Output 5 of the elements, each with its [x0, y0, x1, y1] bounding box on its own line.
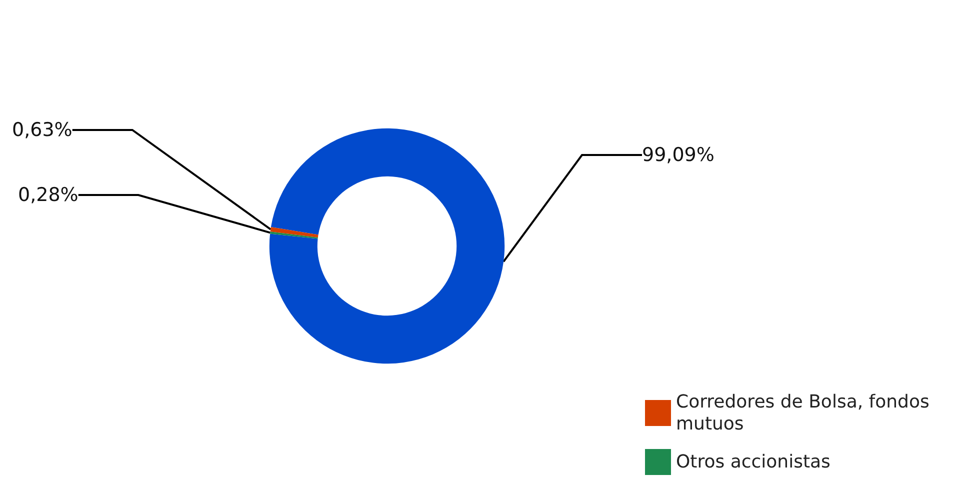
data-label: 0,28%	[18, 184, 78, 206]
legend-label: Otros accionistas	[676, 452, 830, 472]
legend-label: Corredores de Bolsa, fondos mutuos	[676, 392, 936, 434]
data-label: 99,09%	[642, 144, 714, 166]
data-label: 0,63%	[12, 119, 72, 141]
